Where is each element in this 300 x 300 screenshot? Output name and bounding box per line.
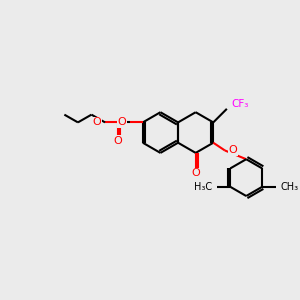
Text: CH₃: CH₃: [280, 182, 299, 192]
Text: CF₃: CF₃: [232, 99, 249, 109]
Text: O: O: [113, 136, 122, 146]
Text: H₃C: H₃C: [194, 182, 212, 192]
Text: O: O: [92, 117, 101, 128]
Text: O: O: [191, 168, 200, 178]
Text: O: O: [229, 146, 238, 155]
Text: O: O: [118, 117, 126, 128]
